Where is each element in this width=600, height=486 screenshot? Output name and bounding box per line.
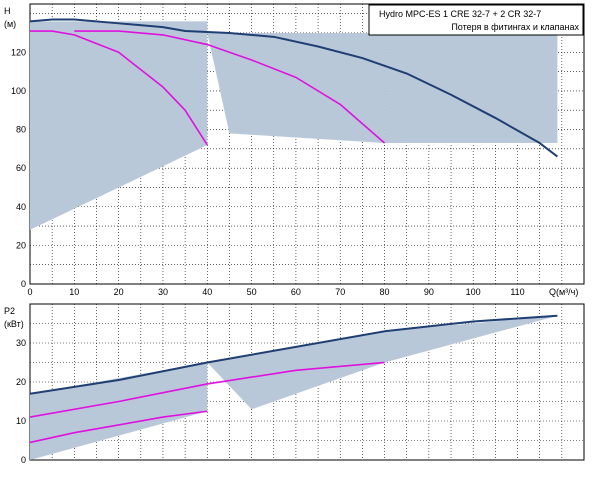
head-xtick-label: 100 [466, 287, 481, 297]
head-shade-region-3 [384, 34, 558, 144]
power-curves [29, 314, 558, 444]
head-ytick-label: 40 [16, 202, 26, 212]
head-curves [29, 18, 559, 158]
power-pump-curve-1 [29, 361, 385, 418]
power-ytick-label: 20 [16, 377, 26, 387]
power-ytick-label: 30 [16, 338, 26, 348]
head-xtick-label: 110 [510, 287, 524, 297]
head-xtick-label: 20 [114, 287, 124, 297]
head-xtick-label: 40 [202, 287, 212, 297]
head-xtick-label: 30 [158, 287, 168, 297]
power-pump-curve-2 [29, 410, 208, 444]
head-ytick-label: 100 [11, 86, 26, 96]
legend-box [368, 4, 584, 36]
head-xtick-label: 10 [69, 287, 79, 297]
power-ytick-label: 10 [16, 416, 26, 426]
power-max-curve [29, 314, 558, 395]
legend-note: Потеря в фитингах и клапанах [451, 22, 579, 32]
head-ylabel: H [4, 6, 11, 16]
power-yunit: (кВт) [4, 319, 24, 329]
head-ytick-label: 60 [16, 163, 26, 173]
head-ytick-label: 20 [16, 240, 26, 250]
head-xtick-label: 80 [380, 287, 390, 297]
power-ytick-label: 0 [21, 455, 26, 465]
head-pump-curve-2 [74, 30, 386, 144]
head-xtick-label: 0 [27, 287, 32, 297]
head-max-curve [29, 18, 559, 158]
head-xlabel: Q(м³/ч) [549, 287, 578, 297]
head-ytick-label: 120 [11, 47, 26, 57]
head-shade-region-1 [30, 21, 208, 230]
power-ylabel: P2 [4, 306, 15, 316]
head-yunit: (м) [4, 19, 16, 29]
head-xtick-label: 90 [424, 287, 434, 297]
power-tick-labels: 0 10 20 30 [16, 338, 26, 465]
head-xtick-label: 60 [291, 287, 301, 297]
head-xtick-label: 50 [247, 287, 257, 297]
head-tick-labels: 0 20 40 60 80 100 120 0 10 20 30 40 50 60 70 80 90 100 110 [11, 47, 525, 297]
legend-title: Hydro MPC-ES 1 CRE 32-7 + 2 CR 32-7 [379, 9, 541, 19]
head-pump-curve-1 [30, 30, 208, 146]
head-ytick-label: 0 [21, 279, 26, 289]
head-xtick-label: 70 [335, 287, 345, 297]
head-ytick-label: 80 [16, 125, 26, 135]
head-shade-region-2 [207, 32, 385, 144]
